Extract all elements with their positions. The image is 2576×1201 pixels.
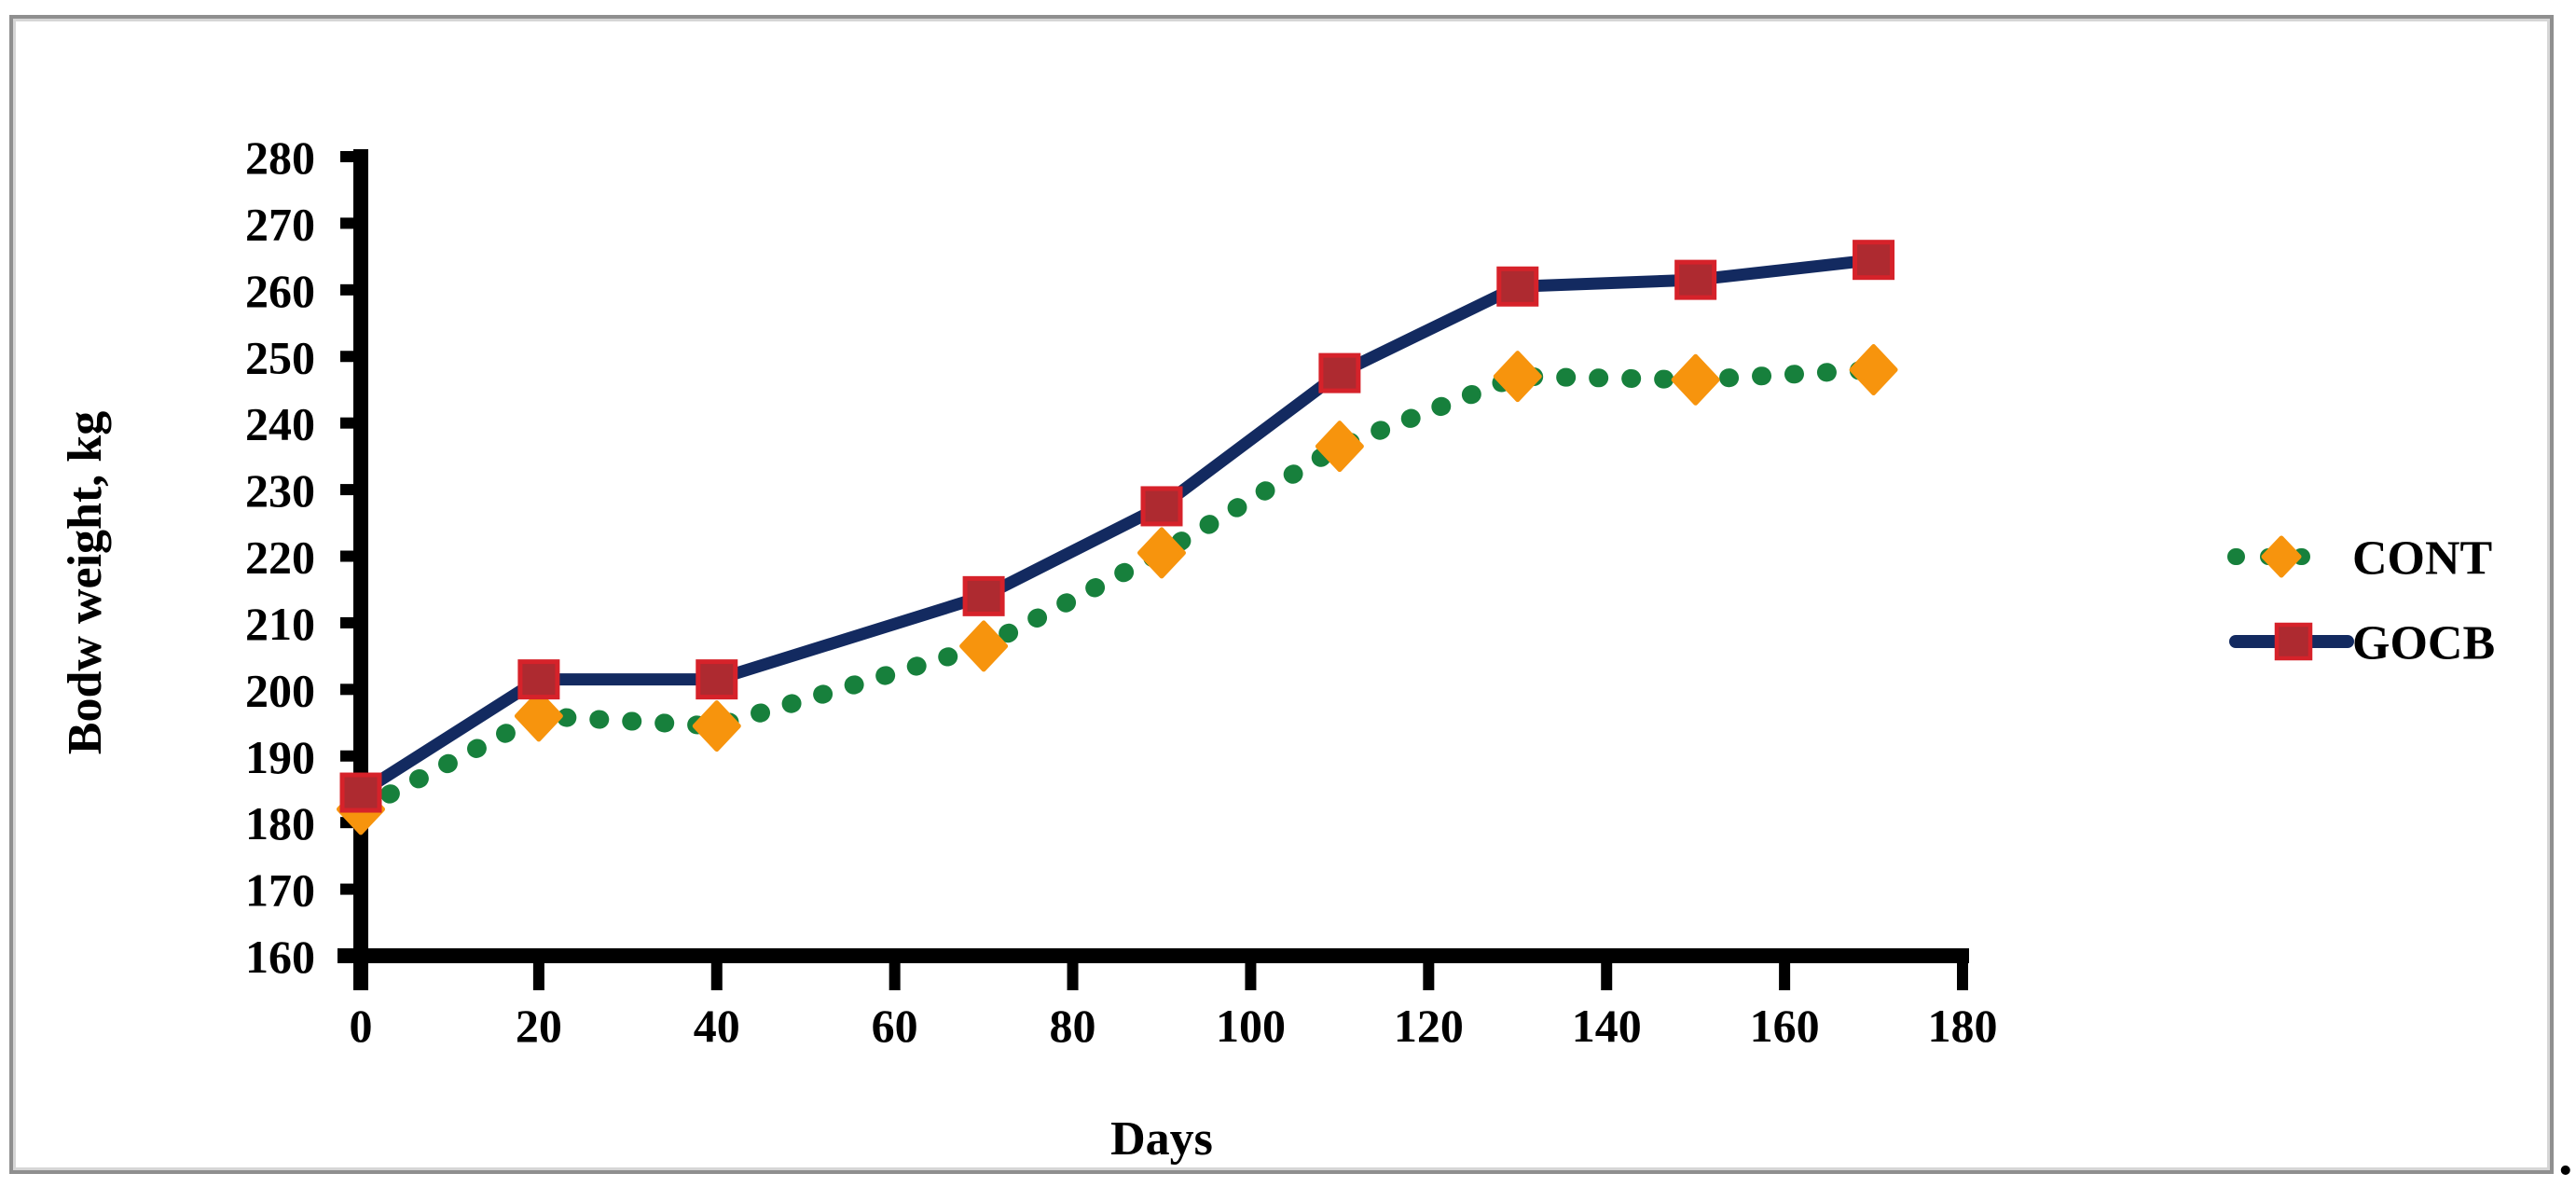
y-tick [340, 417, 367, 429]
legend-item-cont: CONT [2227, 532, 2492, 586]
y-tick-label: 160 [245, 931, 315, 983]
y-tick [340, 283, 367, 296]
gocb-marker-square-icon [1496, 266, 1539, 307]
y-tick-label: 260 [245, 265, 315, 317]
y-tick [340, 950, 367, 961]
x-tick [1067, 961, 1079, 990]
y-tick-label: 230 [245, 464, 315, 517]
x-axis-title: Days [1110, 1112, 1213, 1166]
x-tick [1423, 961, 1435, 990]
x-axis-line [337, 948, 1969, 963]
x-tick [1779, 961, 1791, 990]
y-tick-label: 170 [245, 864, 315, 917]
figure-border [9, 15, 2554, 1174]
cont-marker-diamond-icon [1137, 527, 1186, 579]
legend: CONT GOCB [2227, 532, 2495, 670]
y-tick [340, 351, 367, 363]
y-tick-label: 280 [245, 131, 315, 184]
y-tick [340, 550, 367, 562]
x-tick-label: 40 [694, 1000, 740, 1052]
x-tick-label: 100 [1216, 1000, 1286, 1052]
cont-marker-diamond-icon [514, 690, 563, 742]
y-tick [340, 683, 367, 696]
y-tick-label: 240 [245, 398, 315, 450]
gocb-marker-square-icon [1318, 352, 1361, 393]
cont-marker-diamond-icon [692, 700, 741, 752]
y-tick-label: 250 [245, 331, 315, 383]
gocb-marker-square-icon [517, 659, 560, 700]
legend-item-gocb: GOCB [2229, 617, 2495, 670]
cont-marker-diamond-icon [1671, 353, 1720, 406]
gocb-marker-square-icon [1674, 259, 1717, 300]
y-tick [340, 484, 367, 496]
y-tick-label: 200 [245, 664, 315, 716]
x-tick [889, 961, 901, 990]
y-axis-line [353, 149, 368, 990]
y-axis-title: Bodw weight, kg [59, 411, 112, 754]
legend-label-gocb: GOCB [2352, 617, 2495, 670]
y-tick [340, 217, 367, 229]
y-tick [340, 151, 367, 162]
gocb-marker-square-icon [962, 575, 1005, 616]
x-tick [1957, 961, 1968, 990]
x-tick-label: 180 [1928, 1000, 1998, 1052]
y-tick [340, 616, 367, 628]
x-tick-label: 0 [350, 1000, 373, 1052]
y-tick [340, 750, 367, 762]
y-tick-label: 210 [245, 598, 315, 650]
x-tick [710, 961, 723, 990]
x-tick [1601, 961, 1613, 990]
trailing-period: . [2558, 1124, 2573, 1187]
gocb-marker-square-icon [1140, 486, 1183, 527]
gocb-marker-square-icon [1853, 240, 1895, 281]
y-tick-label: 270 [245, 198, 315, 250]
gocb-marker-square-icon [339, 772, 382, 813]
y-tick-label: 180 [245, 797, 315, 849]
y-tick-label: 190 [245, 731, 315, 783]
x-tick-label: 120 [1394, 1000, 1464, 1052]
cont-legend-diamond-icon [2261, 535, 2302, 578]
x-tick-label: 160 [1750, 1000, 1820, 1052]
legend-label-cont: CONT [2352, 532, 2492, 586]
series [337, 240, 1898, 835]
cont-marker-diamond-icon [1493, 351, 1542, 403]
y-tick [340, 883, 367, 895]
x-tick [532, 961, 544, 990]
x-tick-label: 60 [872, 1000, 918, 1052]
cont-line [351, 360, 1883, 819]
gocb-legend-square-icon [2274, 622, 2313, 661]
gocb-marker-square-icon [696, 659, 738, 700]
cont-marker-diamond-icon [1849, 344, 1898, 396]
gocb-line [357, 254, 1875, 798]
y-tick-label: 220 [245, 531, 315, 584]
x-tick-label: 80 [1050, 1000, 1096, 1052]
cont-marker-diamond-icon [1315, 421, 1364, 473]
x-tick [1245, 961, 1257, 990]
cont-marker-diamond-icon [959, 620, 1009, 672]
x-tick-label: 140 [1572, 1000, 1642, 1052]
x-tick [355, 961, 366, 990]
x-tick-label: 20 [516, 1000, 562, 1052]
